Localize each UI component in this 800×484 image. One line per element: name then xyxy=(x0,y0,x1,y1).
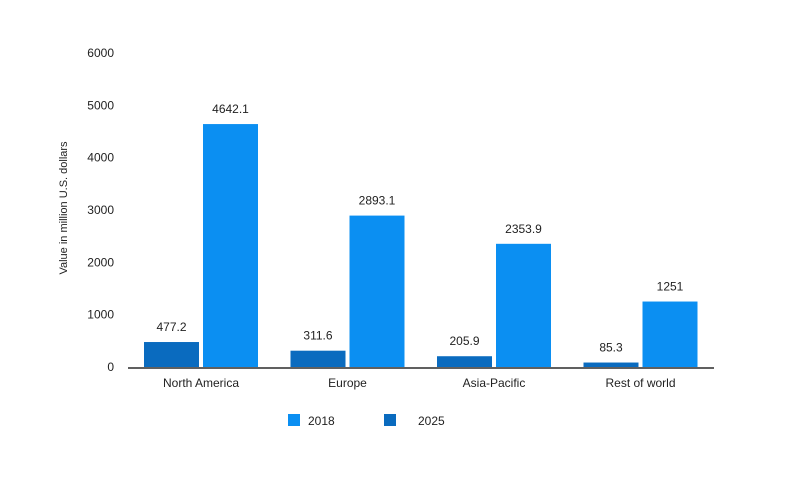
legend-swatch xyxy=(288,414,300,426)
category-label: Europe xyxy=(328,376,367,390)
bar-2025-0 xyxy=(144,342,199,367)
bar-2018-1 xyxy=(349,215,405,367)
data-label: 85.3 xyxy=(599,341,623,355)
data-label: 4642.1 xyxy=(212,102,249,116)
category-labels: North America Europe Asia-Pacific Rest of w… xyxy=(163,376,676,390)
legend-swatch xyxy=(384,414,396,426)
data-label: 477.2 xyxy=(156,320,186,334)
y-tick-label: 5000 xyxy=(87,98,114,112)
bar-2025-1 xyxy=(290,350,346,367)
category-label: Asia-Pacific xyxy=(463,376,526,390)
data-label: 1251 xyxy=(657,280,684,294)
bar-2018-0 xyxy=(203,124,258,367)
data-label: 2893.1 xyxy=(359,194,396,208)
data-label: 311.6 xyxy=(303,329,332,343)
data-label: 2353.9 xyxy=(505,222,542,236)
bar-2018-2 xyxy=(496,243,551,367)
y-tick-label: 3000 xyxy=(87,203,114,217)
y-axis-ticks: 0 1000 2000 3000 4000 5000 6000 xyxy=(87,46,114,374)
data-label: 205.9 xyxy=(449,334,479,348)
y-axis-title: Value in million U.S. dollars xyxy=(58,141,70,275)
bar-2025-2 xyxy=(437,356,492,367)
legend-label: 2018 xyxy=(308,414,335,428)
bar-2025-3 xyxy=(583,362,639,367)
bars: 477.2 4642.1 311.6 2893.1 205.9 2353.9 85.3 125… xyxy=(144,102,698,367)
y-tick-label: 0 xyxy=(107,360,114,374)
category-label: Rest of world xyxy=(605,376,675,390)
y-tick-label: 2000 xyxy=(87,255,114,269)
legend-label: 2025 xyxy=(418,414,445,428)
y-tick-label: 6000 xyxy=(87,46,114,60)
y-tick-label: 4000 xyxy=(87,151,114,165)
y-tick-label: 1000 xyxy=(87,308,114,322)
bar-2018-3 xyxy=(642,301,698,367)
category-label: North America xyxy=(163,376,239,390)
legend: 2018 2025 xyxy=(288,414,445,428)
